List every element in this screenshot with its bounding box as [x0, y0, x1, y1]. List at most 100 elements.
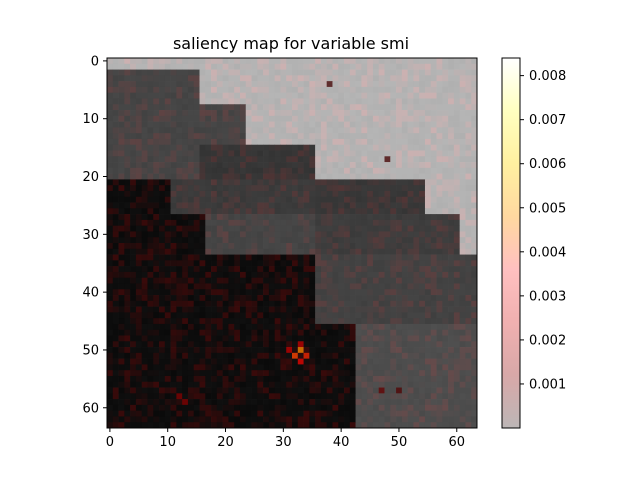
heatmap-cell — [459, 312, 466, 319]
heatmap-cell — [303, 208, 310, 215]
heatmap-cell — [396, 185, 403, 192]
heatmap-cell — [187, 243, 195, 250]
heatmap-cell — [239, 133, 247, 140]
heatmap-cell — [430, 231, 437, 238]
heatmap-cell — [355, 81, 362, 88]
heatmap-cell — [424, 237, 432, 244]
heatmap-cell — [378, 150, 385, 157]
heatmap-cell — [471, 138, 478, 146]
heatmap-cell — [182, 341, 189, 348]
heatmap-cell — [112, 63, 119, 70]
heatmap-cell — [367, 289, 374, 296]
heatmap-cell — [234, 248, 241, 255]
heatmap-cell — [268, 393, 276, 400]
heatmap-cell — [228, 190, 235, 198]
heatmap-cell — [187, 69, 195, 76]
heatmap-cell — [107, 370, 114, 377]
heatmap-cell — [442, 410, 449, 417]
heatmap-cell — [459, 410, 466, 417]
heatmap-cell — [315, 69, 322, 76]
heatmap-cell — [176, 144, 183, 151]
heatmap-cell — [378, 410, 385, 417]
heatmap-cell — [413, 190, 420, 198]
heatmap-cell — [147, 381, 154, 388]
heatmap-cell — [211, 306, 218, 313]
heatmap-cell — [251, 387, 258, 394]
heatmap-cell — [448, 104, 455, 111]
heatmap-cell — [390, 144, 397, 151]
heatmap-cell — [407, 266, 414, 273]
heatmap-cell — [465, 254, 472, 261]
heatmap-cell — [193, 110, 200, 117]
heatmap-cell — [303, 75, 310, 82]
heatmap-cell — [297, 300, 304, 307]
heatmap-cell — [124, 289, 131, 296]
heatmap-cell — [199, 121, 206, 128]
heatmap-cell — [332, 347, 339, 354]
heatmap-cell — [436, 352, 443, 359]
heatmap-cell — [164, 306, 171, 313]
heatmap-cell — [430, 190, 437, 198]
heatmap-cell — [182, 219, 189, 227]
heatmap-cell — [297, 381, 304, 388]
heatmap-cell — [309, 208, 316, 215]
heatmap-cell — [303, 98, 310, 105]
heatmap-cell — [211, 156, 218, 163]
heatmap-cell — [135, 179, 143, 186]
heatmap-cell — [401, 260, 408, 267]
heatmap-cell — [349, 110, 356, 117]
heatmap-cell — [407, 92, 414, 99]
heatmap-cell — [263, 202, 270, 209]
heatmap-cell — [216, 190, 223, 198]
heatmap-cell — [396, 399, 403, 406]
heatmap-cell — [274, 283, 281, 290]
heatmap-cell — [205, 341, 212, 348]
heatmap-cell — [153, 179, 160, 186]
heatmap-cell — [170, 370, 177, 377]
heatmap-cell — [361, 185, 368, 192]
heatmap-cell — [263, 179, 270, 186]
heatmap-cell — [228, 416, 235, 423]
heatmap-cell — [112, 399, 119, 406]
heatmap-cell — [280, 387, 287, 394]
heatmap-cell — [239, 375, 247, 383]
heatmap-cell — [303, 196, 310, 203]
heatmap-cell — [130, 335, 137, 342]
heatmap-cell — [367, 219, 374, 227]
heatmap-cell — [159, 422, 166, 429]
heatmap-cell — [118, 138, 125, 146]
heatmap-cell — [396, 260, 403, 267]
heatmap-cell — [448, 58, 455, 65]
heatmap-cell — [453, 335, 461, 342]
heatmap-cell — [344, 387, 351, 394]
heatmap-cell — [263, 173, 270, 180]
heatmap-cell — [164, 162, 171, 169]
heatmap-cell — [147, 289, 154, 296]
heatmap-cell — [112, 69, 119, 76]
heatmap-cell — [315, 260, 322, 267]
heatmap-cell — [459, 104, 466, 111]
heatmap-cell — [135, 387, 143, 394]
heatmap-cell — [164, 370, 171, 377]
heatmap-cell — [344, 86, 351, 94]
heatmap-cell — [424, 323, 432, 331]
heatmap-cell — [372, 358, 380, 365]
heatmap-cell — [459, 115, 466, 122]
heatmap-cell — [257, 231, 264, 238]
heatmap-cell — [367, 341, 374, 348]
heatmap-cell — [159, 283, 166, 290]
heatmap-cell — [390, 219, 397, 227]
heatmap-cell — [355, 300, 362, 307]
heatmap-cell — [297, 416, 304, 423]
heatmap-cell — [193, 271, 200, 279]
heatmap-cell — [372, 266, 380, 273]
heatmap-cell — [361, 144, 368, 151]
heatmap-cell — [251, 399, 258, 406]
heatmap-cell — [164, 323, 171, 331]
heatmap-cell — [448, 277, 455, 284]
heatmap-cell — [332, 156, 339, 163]
heatmap-cell — [245, 69, 252, 76]
heatmap-cell — [367, 381, 374, 388]
y-tick-label: 40 — [82, 286, 99, 301]
heatmap-cell — [407, 295, 414, 302]
